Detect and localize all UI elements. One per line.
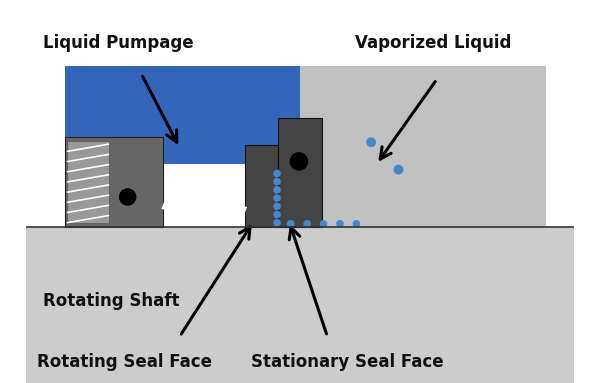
- Circle shape: [273, 194, 281, 202]
- Text: Vaporized Liquid: Vaporized Liquid: [355, 34, 511, 52]
- Bar: [26, 227, 574, 383]
- Bar: [65, 65, 300, 164]
- Bar: [245, 145, 278, 227]
- Circle shape: [336, 220, 344, 228]
- Circle shape: [273, 219, 281, 226]
- Circle shape: [273, 211, 281, 218]
- Circle shape: [303, 220, 311, 228]
- Circle shape: [273, 178, 281, 185]
- Circle shape: [273, 203, 281, 210]
- Circle shape: [366, 137, 376, 147]
- Circle shape: [119, 188, 136, 206]
- Bar: [67, 141, 109, 223]
- Circle shape: [394, 165, 403, 175]
- Circle shape: [273, 186, 281, 194]
- Bar: [278, 118, 322, 227]
- Circle shape: [287, 220, 295, 228]
- Text: Liquid Pumpage: Liquid Pumpage: [43, 34, 193, 52]
- Text: Stationary Seal Face: Stationary Seal Face: [251, 353, 443, 371]
- Text: Rotating Shaft: Rotating Shaft: [43, 292, 179, 310]
- Circle shape: [353, 220, 360, 228]
- Bar: [300, 65, 546, 227]
- Bar: [65, 137, 163, 227]
- Circle shape: [290, 152, 308, 171]
- Text: Rotating Seal Face: Rotating Seal Face: [37, 353, 212, 371]
- Circle shape: [273, 170, 281, 177]
- Circle shape: [320, 220, 328, 228]
